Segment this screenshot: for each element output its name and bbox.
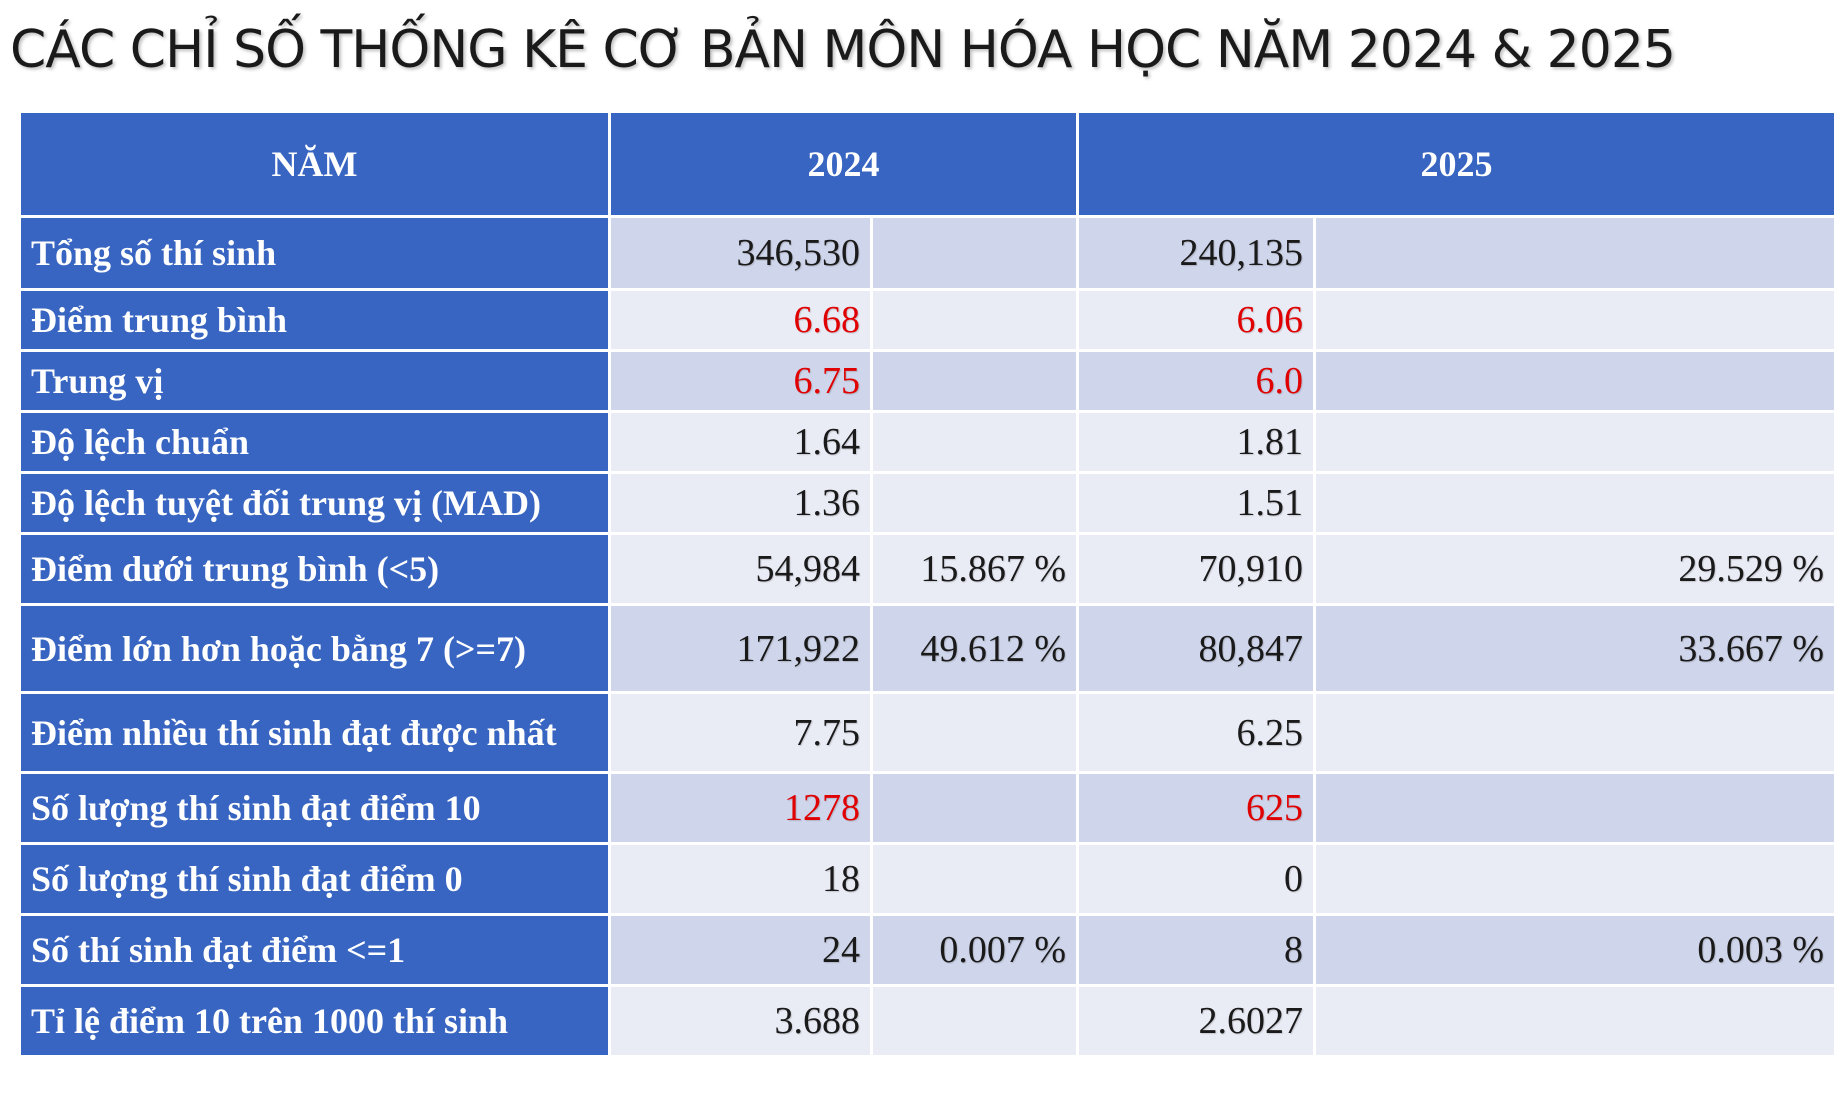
header-year-2024: 2024 xyxy=(608,110,1079,218)
value-2025: 1.81 xyxy=(1076,410,1316,474)
value-2024: 171,922 xyxy=(608,603,873,694)
value-2025: 2.6027 xyxy=(1076,984,1316,1058)
table-row: Trung vị 6.75 6.0 xyxy=(18,349,1837,413)
header-year-label: NĂM xyxy=(18,110,611,218)
percent-2025 xyxy=(1313,771,1837,845)
row-label: Điểm trung bình xyxy=(18,288,611,352)
percent-2024: 15.867 % xyxy=(870,532,1079,606)
percent-2025: 0.003 % xyxy=(1313,913,1837,987)
row-label: Tỉ lệ điểm 10 trên 1000 thí sinh xyxy=(18,984,611,1058)
table-row: Tổng số thí sinh 346,530 240,135 xyxy=(18,215,1837,291)
row-label: Điểm dưới trung bình (<5) xyxy=(18,532,611,606)
percent-2025 xyxy=(1313,984,1837,1058)
row-label: Số thí sinh đạt điểm <=1 xyxy=(18,913,611,987)
row-label: Tổng số thí sinh xyxy=(18,215,611,291)
percent-2025 xyxy=(1313,288,1837,352)
percent-2024 xyxy=(870,349,1079,413)
row-label: Độ lệch chuẩn xyxy=(18,410,611,474)
value-2025: 0 xyxy=(1076,842,1316,916)
table-header-row: NĂM 2024 2025 xyxy=(18,110,1837,218)
percent-2024 xyxy=(870,410,1079,474)
percent-2025 xyxy=(1313,410,1837,474)
percent-2025 xyxy=(1313,842,1837,916)
value-2025: 240,135 xyxy=(1076,215,1316,291)
statistics-table: NĂM 2024 2025 Tổng số thí sinh 346,530 2… xyxy=(18,110,1837,1058)
value-2025: 1.51 xyxy=(1076,471,1316,535)
page-title: CÁC CHỈ SỐ THỐNG KÊ CƠ BẢN MÔN HÓA HỌC N… xyxy=(10,20,1676,80)
value-2024: 6.75 xyxy=(608,349,873,413)
row-label: Độ lệch tuyệt đối trung vị (MAD) xyxy=(18,471,611,535)
value-2024: 1.64 xyxy=(608,410,873,474)
table-row: Số thí sinh đạt điểm <=1 24 0.007 % 8 0.… xyxy=(18,913,1837,987)
table-row: Điểm trung bình 6.68 6.06 xyxy=(18,288,1837,352)
percent-2024: 49.612 % xyxy=(870,603,1079,694)
value-2024: 18 xyxy=(608,842,873,916)
value-2025: 8 xyxy=(1076,913,1316,987)
percent-2024: 0.007 % xyxy=(870,913,1079,987)
value-2024: 7.75 xyxy=(608,691,873,774)
row-label: Trung vị xyxy=(18,349,611,413)
table-row: Độ lệch tuyệt đối trung vị (MAD) 1.36 1.… xyxy=(18,471,1837,535)
header-year-2025: 2025 xyxy=(1076,110,1837,218)
row-label: Điểm lớn hơn hoặc bằng 7 (>=7) xyxy=(18,603,611,694)
table-row: Tỉ lệ điểm 10 trên 1000 thí sinh 3.688 2… xyxy=(18,984,1837,1058)
percent-2025: 33.667 % xyxy=(1313,603,1837,694)
value-2024: 346,530 xyxy=(608,215,873,291)
value-2024: 54,984 xyxy=(608,532,873,606)
value-2024: 24 xyxy=(608,913,873,987)
table-row: Số lượng thí sinh đạt điểm 0 18 0 xyxy=(18,842,1837,916)
value-2024: 1.36 xyxy=(608,471,873,535)
percent-2025: 29.529 % xyxy=(1313,532,1837,606)
value-2025: 6.0 xyxy=(1076,349,1316,413)
percent-2024 xyxy=(870,288,1079,352)
value-2024: 3.688 xyxy=(608,984,873,1058)
percent-2024 xyxy=(870,471,1079,535)
percent-2024 xyxy=(870,984,1079,1058)
row-label: Số lượng thí sinh đạt điểm 0 xyxy=(18,842,611,916)
table-row: Số lượng thí sinh đạt điểm 10 1278 625 xyxy=(18,771,1837,845)
percent-2024 xyxy=(870,215,1079,291)
percent-2024 xyxy=(870,771,1079,845)
value-2024: 1278 xyxy=(608,771,873,845)
percent-2025 xyxy=(1313,471,1837,535)
percent-2024 xyxy=(870,691,1079,774)
percent-2025 xyxy=(1313,691,1837,774)
value-2025: 70,910 xyxy=(1076,532,1316,606)
value-2025: 6.06 xyxy=(1076,288,1316,352)
row-label: Điểm nhiều thí sinh đạt được nhất xyxy=(18,691,611,774)
row-label: Số lượng thí sinh đạt điểm 10 xyxy=(18,771,611,845)
percent-2025 xyxy=(1313,215,1837,291)
table-row: Điểm lớn hơn hoặc bằng 7 (>=7) 171,922 4… xyxy=(18,603,1837,694)
table-row: Điểm dưới trung bình (<5) 54,984 15.867 … xyxy=(18,532,1837,606)
value-2025: 625 xyxy=(1076,771,1316,845)
table-row: Độ lệch chuẩn 1.64 1.81 xyxy=(18,410,1837,474)
percent-2025 xyxy=(1313,349,1837,413)
percent-2024 xyxy=(870,842,1079,916)
value-2025: 6.25 xyxy=(1076,691,1316,774)
table-row: Điểm nhiều thí sinh đạt được nhất 7.75 6… xyxy=(18,691,1837,774)
value-2025: 80,847 xyxy=(1076,603,1316,694)
value-2024: 6.68 xyxy=(608,288,873,352)
